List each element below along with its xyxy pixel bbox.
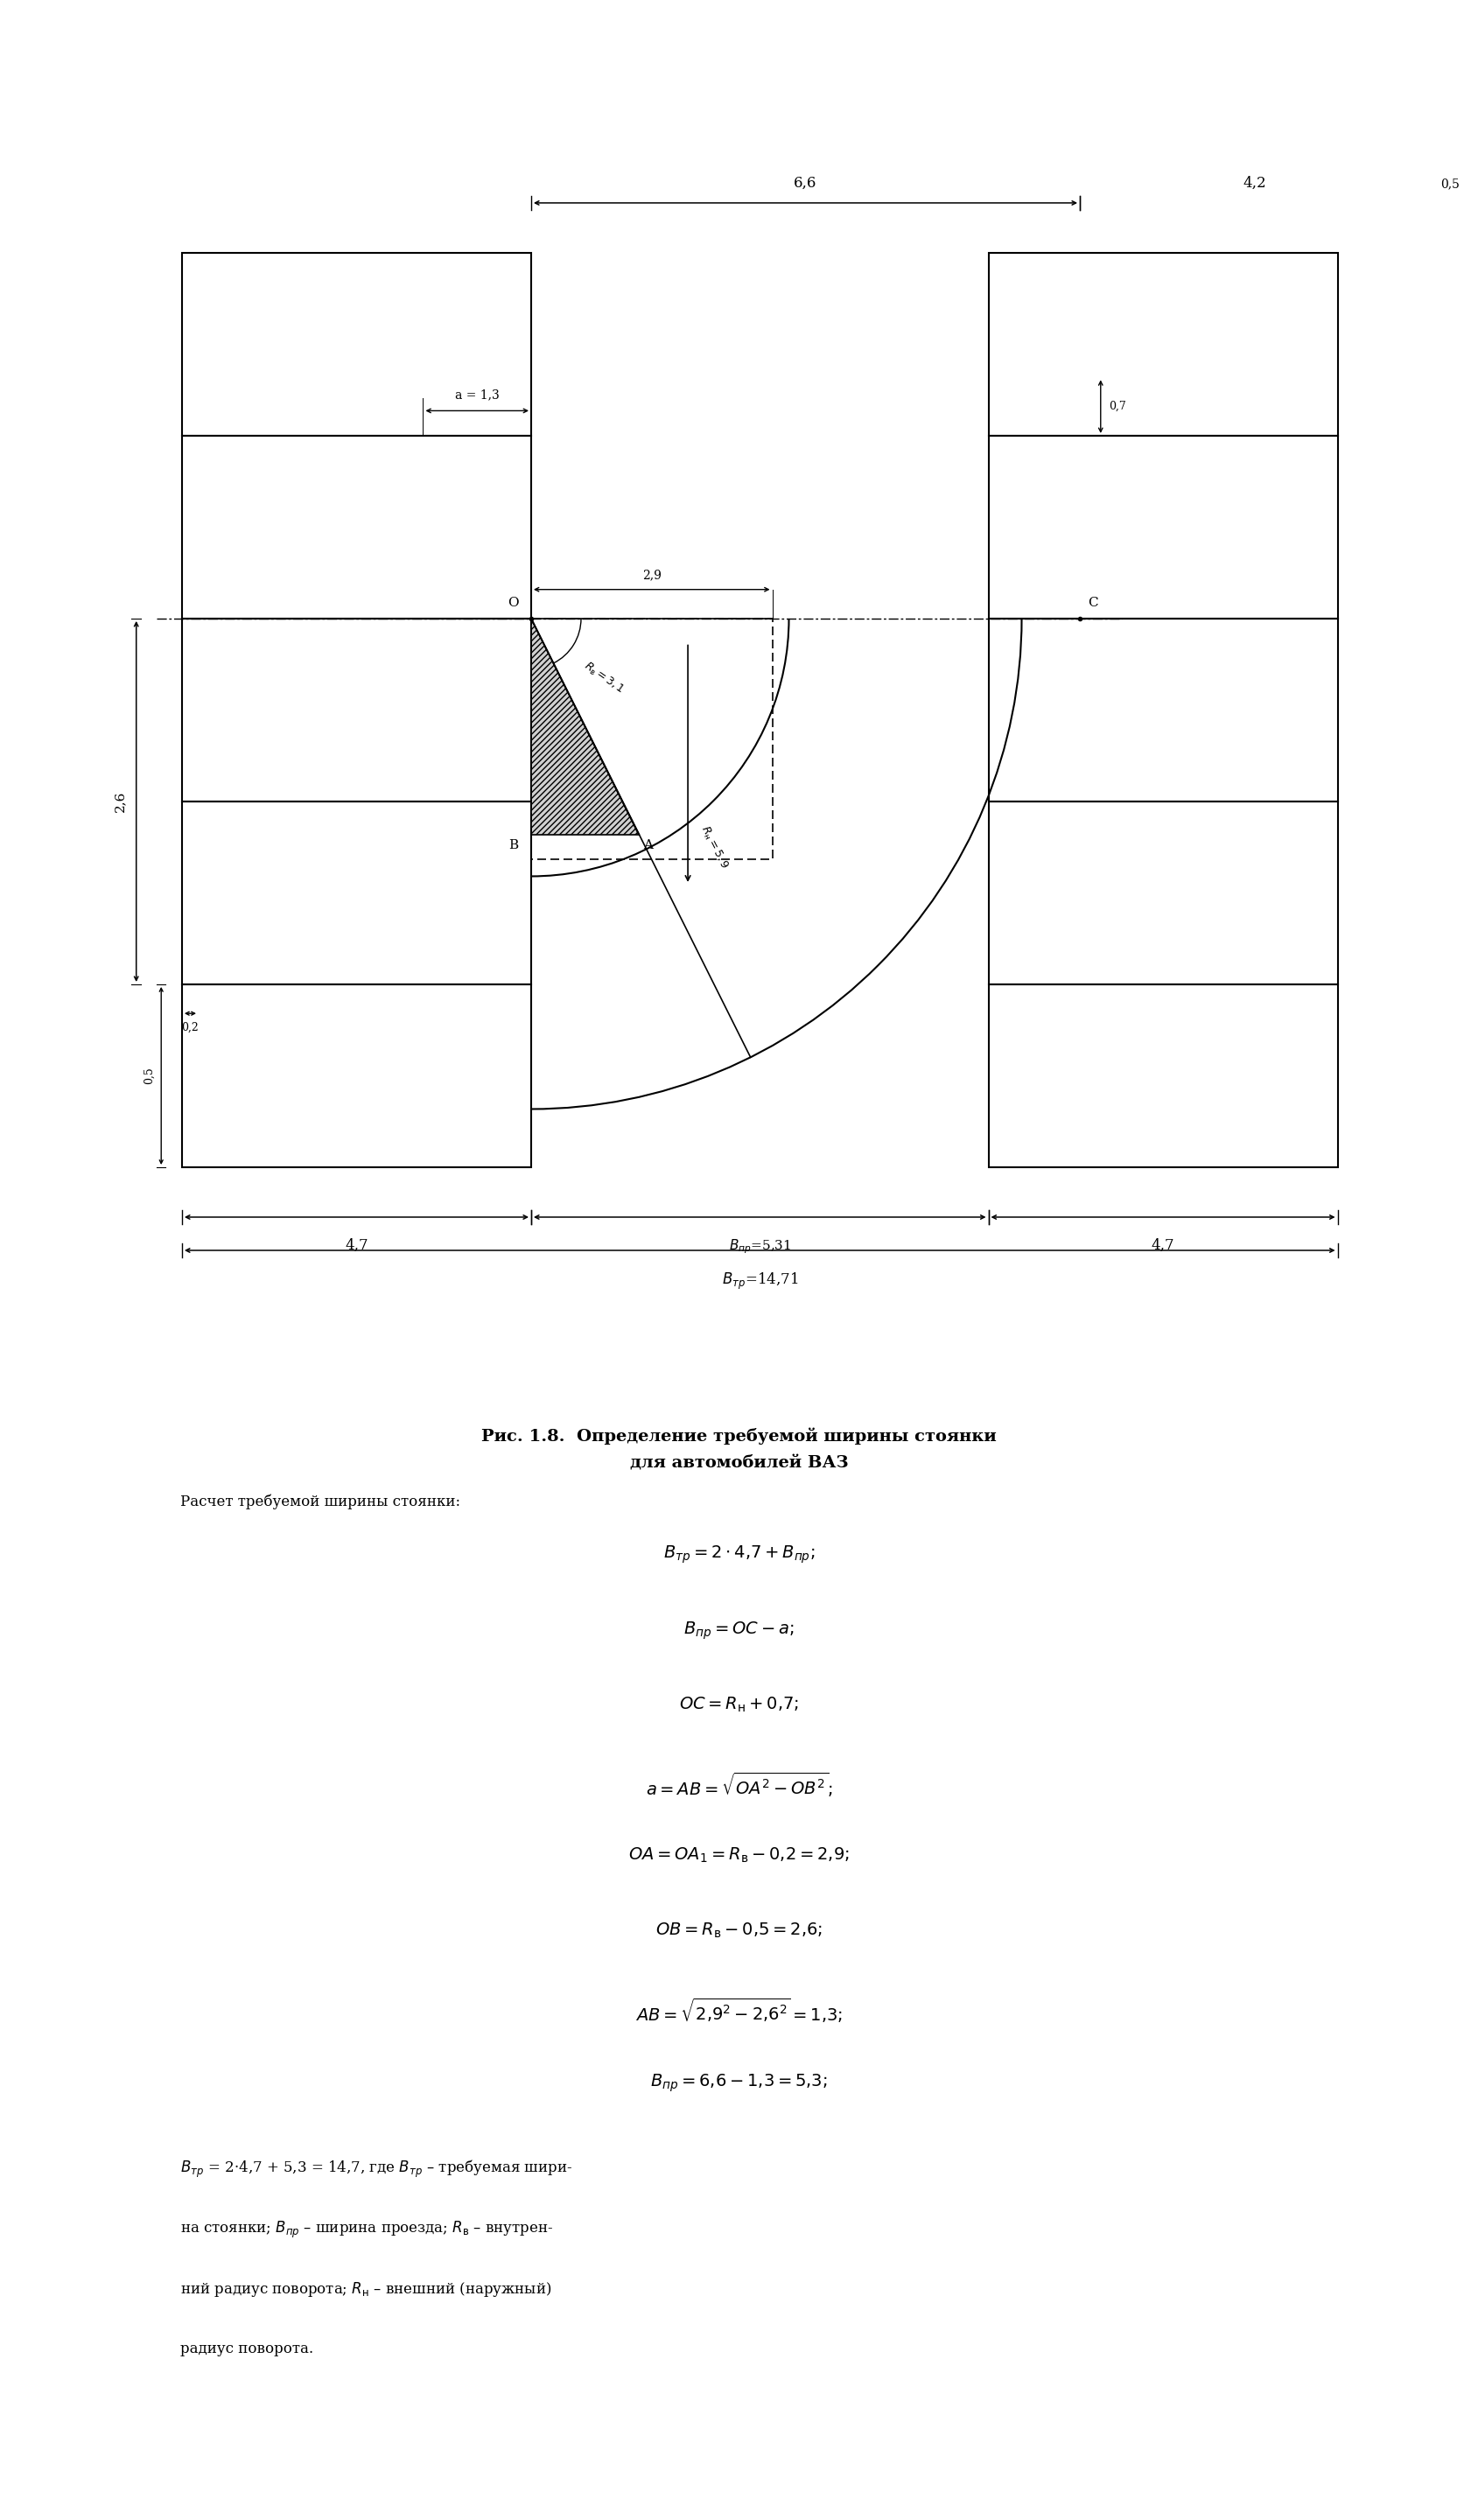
Text: 0,2: 0,2 bbox=[182, 1021, 200, 1033]
Text: 4,7: 4,7 bbox=[344, 1237, 368, 1252]
Polygon shape bbox=[531, 617, 638, 834]
Text: A: A bbox=[643, 839, 653, 852]
Text: 0,5: 0,5 bbox=[1440, 179, 1459, 192]
Text: для автомобилей ВАЗ: для автомобилей ВАЗ bbox=[630, 1457, 848, 1472]
Text: $ОС = R_{\rm н} + 0{,}7;$: $ОС = R_{\rm н} + 0{,}7;$ bbox=[678, 1696, 800, 1714]
Text: C: C bbox=[1088, 597, 1098, 610]
Text: $B_{тр}$ = 2·4,7 + 5,3 = 14,7, где $B_{тр}$ – требуемая шири-: $B_{тр}$ = 2·4,7 + 5,3 = 14,7, где $B_{т… bbox=[180, 2160, 572, 2180]
Text: на стоянки; $B_{пр}$ – ширина проезда; $R_{\rm в}$ – внутрен-: на стоянки; $B_{пр}$ – ширина проезда; $… bbox=[180, 2220, 553, 2240]
Bar bbox=[989, 436, 1338, 617]
Text: $ОВ = R_{\rm в} - 0{,}5 = 2{,}6;$: $ОВ = R_{\rm в} - 0{,}5 = 2{,}6;$ bbox=[655, 1920, 823, 1940]
Text: $B_{пр} = 6{,}6 - 1{,}3 = 5{,}3;$: $B_{пр} = 6{,}6 - 1{,}3 = 5{,}3;$ bbox=[650, 2071, 828, 2094]
Text: Расчет требуемой ширины стоянки:: Расчет требуемой ширины стоянки: bbox=[180, 1494, 461, 1509]
Text: $ОА = ОА_1 = R_{\rm в} - 0{,}2 = 2{,}9;$: $ОА = ОА_1 = R_{\rm в} - 0{,}2 = 2{,}9;$ bbox=[628, 1845, 850, 1865]
Bar bbox=[182, 617, 531, 801]
Text: $AB = \sqrt{2{,}9^2 - 2{,}6^2} = 1{,}3;$: $AB = \sqrt{2{,}9^2 - 2{,}6^2} = 1{,}3;$ bbox=[636, 1996, 842, 2024]
Text: B: B bbox=[508, 839, 519, 852]
Text: 4,2: 4,2 bbox=[1243, 176, 1267, 192]
Text: ний радиус поворота; $R_{\rm н}$ – внешний (наружный): ний радиус поворота; $R_{\rm н}$ – внешн… bbox=[180, 2281, 551, 2298]
Bar bbox=[182, 985, 531, 1167]
Text: $R_{\rm н}=5,9$: $R_{\rm н}=5,9$ bbox=[698, 824, 730, 872]
Bar bbox=[989, 801, 1338, 985]
Text: a = 1,3: a = 1,3 bbox=[455, 388, 500, 401]
Bar bbox=[182, 436, 531, 617]
Text: $B_{пр}$=5,31: $B_{пр}$=5,31 bbox=[729, 1237, 791, 1255]
Text: $B_{тр}$=14,71: $B_{тр}$=14,71 bbox=[721, 1270, 798, 1290]
Text: $B_{тр} = 2 \cdot 4{,}7 + B_{пр};$: $B_{тр} = 2 \cdot 4{,}7 + B_{пр};$ bbox=[664, 1545, 814, 1565]
Bar bbox=[989, 985, 1338, 1167]
Text: 0,7: 0,7 bbox=[1108, 401, 1126, 413]
Text: радиус поворота.: радиус поворота. bbox=[180, 2341, 313, 2356]
Text: Рис. 1.8.  Определение требуемой ширины стоянки: Рис. 1.8. Определение требуемой ширины с… bbox=[482, 1429, 996, 1444]
Text: $a = AB = \sqrt{OA^2 - OB^2};$: $a = AB = \sqrt{OA^2 - OB^2};$ bbox=[646, 1772, 832, 1799]
Text: $B_{пр} = ОС - a;$: $B_{пр} = ОС - a;$ bbox=[684, 1620, 794, 1641]
Bar bbox=[182, 801, 531, 985]
Text: $R_{\rm в}=3,1$: $R_{\rm в}=3,1$ bbox=[581, 660, 627, 698]
Text: 0,5: 0,5 bbox=[143, 1066, 155, 1084]
Text: O: O bbox=[507, 597, 519, 610]
Text: 2,6: 2,6 bbox=[114, 791, 126, 811]
Text: 6,6: 6,6 bbox=[794, 176, 817, 192]
Text: 4,7: 4,7 bbox=[1151, 1237, 1175, 1252]
Bar bbox=[989, 252, 1338, 436]
Bar bbox=[989, 617, 1338, 801]
Bar bbox=[182, 252, 531, 436]
Text: 2,9: 2,9 bbox=[641, 570, 661, 582]
